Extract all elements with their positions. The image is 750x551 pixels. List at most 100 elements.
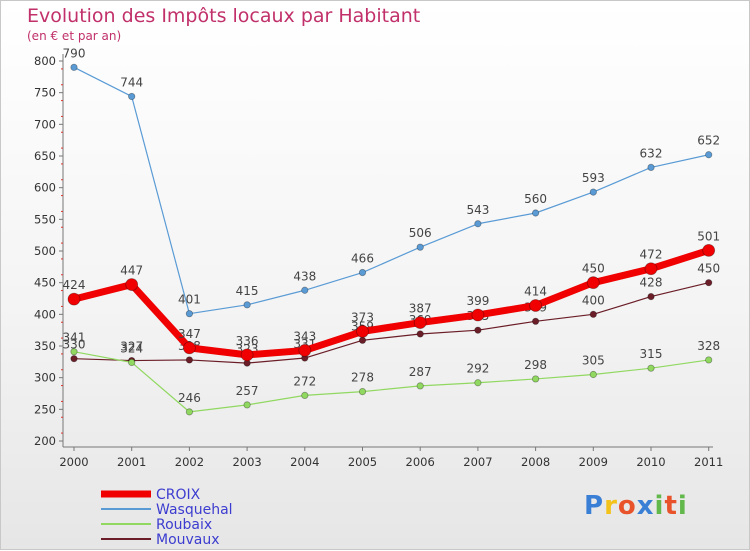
series-line-mouvaux: [73, 282, 710, 364]
data-point-wasquehal: [185, 310, 193, 318]
y-tick-label: 350: [34, 339, 56, 353]
x-tick-label: 2003: [232, 455, 261, 469]
data-label-wasquehal: 543: [466, 203, 489, 217]
data-point-wasquehal: [589, 188, 597, 196]
x-tick-label: 2001: [117, 455, 146, 469]
data-point-wasquehal: [128, 92, 136, 101]
data-label-mouvaux: 428: [640, 276, 663, 290]
proxiti-logo: Proxiti: [584, 491, 688, 521]
data-point-croix: [586, 276, 600, 290]
data-label-roubaix: 246: [178, 391, 201, 405]
data-point-croix: [67, 292, 81, 306]
data-label-croix: 347: [178, 327, 201, 341]
data-point-croix: [529, 299, 542, 312]
data-label-wasquehal: 560: [524, 192, 547, 206]
legend-label-mouvaux: Mouvaux: [156, 532, 220, 548]
data-point-mouvaux: [70, 355, 78, 363]
data-label-wasquehal: 415: [236, 284, 259, 298]
data-label-wasquehal: 652: [697, 134, 720, 148]
data-point-mouvaux: [705, 279, 713, 287]
data-point-roubaix: [128, 358, 136, 367]
data-label-roubaix: 324: [120, 341, 143, 355]
data-point-croix: [125, 278, 139, 291]
data-label-wasquehal: 593: [582, 171, 605, 185]
data-point-wasquehal: [358, 268, 367, 277]
data-label-wasquehal: 506: [409, 226, 432, 240]
data-point-croix: [702, 243, 716, 257]
data-point-roubaix: [589, 370, 597, 379]
data-point-roubaix: [474, 379, 482, 387]
data-label-croix: 387: [409, 302, 432, 316]
data-point-wasquehal: [647, 163, 655, 171]
data-point-croix: [182, 341, 196, 355]
data-label-croix: 472: [640, 248, 663, 262]
data-point-mouvaux: [185, 356, 193, 364]
data-label-wasquehal: 790: [63, 46, 86, 60]
data-label-roubaix: 298: [524, 358, 547, 372]
data-label-wasquehal: 438: [293, 269, 316, 283]
data-point-wasquehal: [243, 301, 251, 309]
y-tick-label: 400: [34, 307, 56, 321]
data-point-roubaix: [647, 364, 655, 372]
data-point-mouvaux: [589, 310, 597, 318]
data-label-croix: 424: [63, 278, 86, 292]
data-label-roubaix: 292: [466, 362, 489, 376]
y-tick-label: 300: [34, 371, 56, 385]
x-tick-label: 2004: [290, 455, 319, 469]
y-tick-label: 800: [34, 54, 56, 68]
data-point-wasquehal: [705, 151, 713, 159]
y-tick-label: 600: [34, 181, 56, 195]
series-line-wasquehal: [73, 66, 710, 315]
series-line-roubaix: [73, 351, 710, 413]
data-point-wasquehal: [474, 220, 482, 228]
data-point-wasquehal: [301, 286, 309, 294]
data-label-wasquehal: 466: [351, 252, 374, 266]
data-label-mouvaux: 330: [63, 338, 86, 352]
data-label-roubaix: 272: [293, 374, 316, 388]
data-point-roubaix: [416, 382, 424, 390]
chart-subtitle: (en € et par an): [27, 29, 122, 43]
data-label-roubaix: 278: [351, 371, 374, 385]
data-point-mouvaux: [531, 317, 540, 325]
y-tick-label: 750: [34, 86, 56, 100]
data-point-roubaix: [301, 391, 309, 399]
data-label-croix: 414: [524, 284, 547, 298]
data-label-roubaix: 328: [697, 339, 720, 353]
data-point-roubaix: [705, 356, 713, 364]
data-point-wasquehal: [70, 63, 78, 71]
data-point-roubaix: [531, 375, 540, 383]
data-point-mouvaux: [474, 326, 482, 334]
x-tick-label: 2006: [406, 455, 435, 469]
x-tick-label: 2005: [348, 455, 377, 469]
legend-label-wasquehal: Wasquehal: [156, 502, 233, 518]
data-point-croix: [298, 344, 312, 357]
data-point-mouvaux: [416, 330, 424, 338]
data-label-croix: 373: [351, 310, 374, 324]
y-tick-label: 450: [34, 276, 56, 290]
data-label-wasquehal: 632: [640, 146, 663, 160]
data-point-mouvaux: [358, 336, 367, 344]
x-tick-label: 2002: [175, 455, 204, 469]
data-label-wasquehal: 744: [120, 75, 143, 89]
data-point-roubaix: [243, 401, 251, 409]
data-label-wasquehal: 401: [178, 293, 201, 307]
data-label-roubaix: 257: [236, 384, 259, 398]
data-label-croix: 399: [466, 294, 489, 308]
legend-label-croix: CROIX: [156, 487, 201, 503]
data-point-roubaix: [185, 408, 193, 416]
data-label-roubaix: 305: [582, 354, 605, 368]
series-line-croix: [70, 246, 713, 359]
data-label-croix: 447: [120, 264, 143, 278]
data-label-mouvaux: 400: [582, 293, 605, 307]
data-point-croix: [413, 316, 427, 329]
data-point-croix: [240, 348, 254, 362]
x-tick-label: 2000: [59, 455, 88, 469]
x-tick-label: 2008: [521, 455, 550, 469]
y-tick-label: 700: [34, 117, 56, 131]
data-point-wasquehal: [531, 209, 540, 217]
data-point-mouvaux: [647, 292, 655, 301]
data-label-mouvaux: 327: [120, 340, 143, 354]
data-label-croix: 450: [582, 262, 605, 276]
